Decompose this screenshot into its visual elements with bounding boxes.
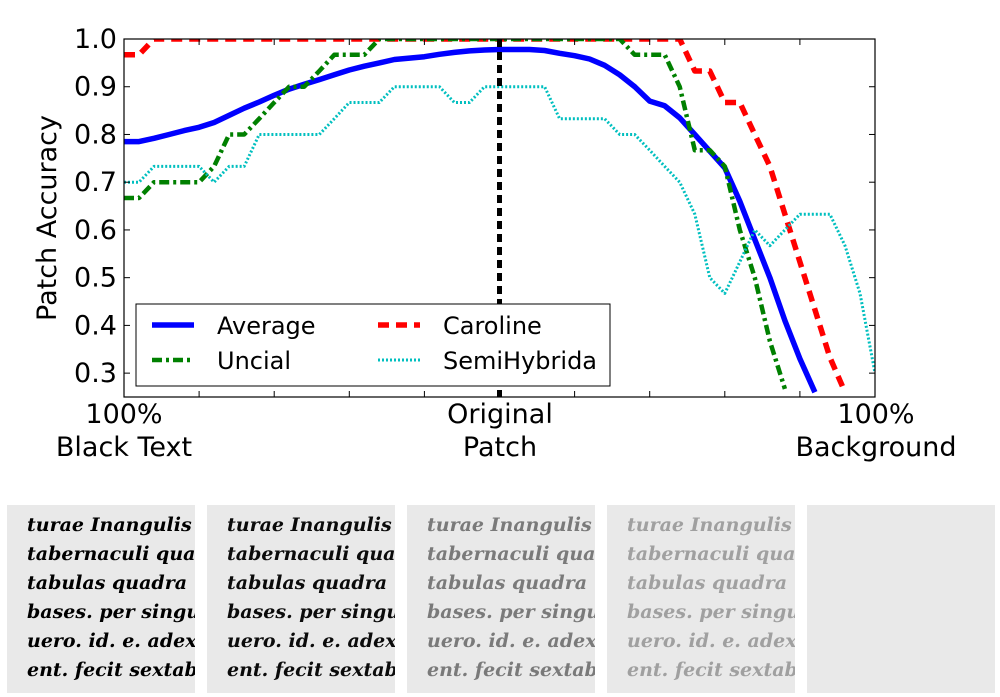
y-tick-label: 0.5 bbox=[74, 263, 117, 294]
y-tick-label: 0.8 bbox=[74, 119, 117, 150]
manuscript-patch-3: turae Inangulis tabernaculi quae tabulas q… bbox=[407, 505, 595, 693]
patch-text-line: tabernaculi quae bbox=[427, 543, 595, 565]
y-tick-label: 0.4 bbox=[74, 310, 117, 341]
patch-text-line: ent. fecit sextabul bbox=[227, 659, 395, 681]
patch-text-line: uero. id. e. adex pa bbox=[427, 630, 595, 652]
x-tick-label-left-line-2: Black Text bbox=[55, 432, 193, 463]
manuscript-patch-4: turae Inangulis tabernaculi quae tabulas q… bbox=[607, 505, 795, 693]
x-tick-label-right-line-2: Background bbox=[795, 432, 957, 463]
y-axis-label: Patch Accuracy bbox=[32, 115, 63, 321]
series-line-uncial bbox=[124, 39, 788, 390]
x-tick-label-center-line-1: Original bbox=[447, 399, 553, 430]
series-line-semihybrida bbox=[124, 85, 875, 374]
y-tick-label: 0.6 bbox=[74, 215, 117, 246]
patch-text-line: tabulas quadra bbox=[27, 572, 187, 594]
y-tick-label: 1.0 bbox=[74, 24, 117, 55]
patch-text-line: turae Inangulis bbox=[627, 514, 792, 536]
patch-text-line: turae Inangulis bbox=[27, 514, 192, 536]
patch-text-line: bases. per singulas bbox=[227, 601, 395, 623]
legend-label-average: Average bbox=[217, 312, 316, 340]
patch-text-line: bases. per singulas bbox=[427, 601, 595, 623]
patch-text-line: bases. per singulas bbox=[627, 601, 795, 623]
patch-text-line: tabernaculi quae bbox=[227, 543, 395, 565]
patch-image: turae Inangulis tabernaculi quae tabulas q… bbox=[427, 514, 595, 681]
series-line-average bbox=[124, 46, 818, 394]
patch-text-line: tabernaculi quae bbox=[627, 543, 795, 565]
patch-image bbox=[807, 505, 995, 693]
patch-text-line: tabernaculi quae bbox=[27, 543, 195, 565]
patch-text-line: tabulas quadra bbox=[627, 572, 787, 594]
legend-label-semihybrida: SemiHybrida bbox=[443, 347, 597, 375]
axes: 0.3 0.4 0.5 0.6 0.7 0.8 0.9 1.0 bbox=[74, 24, 876, 398]
series-layer bbox=[124, 39, 875, 397]
x-tick-label-center-line-2: Patch bbox=[462, 432, 538, 463]
y-tick-label: 0.9 bbox=[74, 72, 117, 103]
y-tick-label: 0.3 bbox=[74, 358, 117, 389]
manuscript-patch-5 bbox=[807, 505, 995, 693]
manuscript-patch-2: turae Inangulis tabernaculi quae tabulas q… bbox=[207, 505, 395, 693]
patch-text-line: ent. fecit sextabul bbox=[27, 659, 195, 681]
legend-label-caroline: Caroline bbox=[443, 312, 542, 340]
patch-text-line: turae Inangulis bbox=[427, 514, 592, 536]
x-tick-label-right: 100% Background bbox=[778, 398, 974, 464]
patch-text-line: turae Inangulis bbox=[227, 514, 392, 536]
patch-image: turae Inangulis tabernaculi quae tabulas q… bbox=[227, 514, 395, 681]
patch-text-line: uero. id. e. adex pa bbox=[627, 630, 795, 652]
x-tick-label-left-line-1: 100% bbox=[85, 399, 163, 430]
patch-image: turae Inangulis tabernaculi quae tabulas q… bbox=[627, 514, 795, 681]
patch-text-line: ent. fecit sextabul bbox=[427, 659, 595, 681]
accuracy-chart: 0.30.40.50.60.70.80.91.0 Patch Accuracy … bbox=[32, 24, 876, 398]
patch-text-line: bases. per singulas bbox=[27, 601, 195, 623]
legend-label-uncial: Uncial bbox=[217, 347, 291, 375]
patch-text-line: uero. id. e. adex pa bbox=[27, 630, 195, 652]
legend: Average Uncial Caroline SemiHybrida bbox=[135, 303, 611, 387]
x-tick-label-left: 100% Black Text bbox=[44, 398, 204, 464]
patch-text-line: uero. id. e. adex pa bbox=[227, 630, 395, 652]
patch-text-line: tabulas quadra bbox=[427, 572, 587, 594]
x-tick-label-center: Original Patch bbox=[410, 398, 590, 464]
y-tick-label: 0.7 bbox=[74, 167, 117, 198]
manuscript-patch-1: turae Inangulis tabernaculi quae tabulas q… bbox=[7, 505, 195, 693]
patch-image: turae Inangulis tabernaculi quae tabulas q… bbox=[27, 514, 195, 681]
patch-text-line: ent. fecit sextabul bbox=[627, 659, 795, 681]
patch-text-line: tabulas quadra bbox=[227, 572, 387, 594]
legend-box bbox=[135, 303, 611, 387]
x-tick-label-right-line-1: 100% bbox=[837, 399, 915, 430]
